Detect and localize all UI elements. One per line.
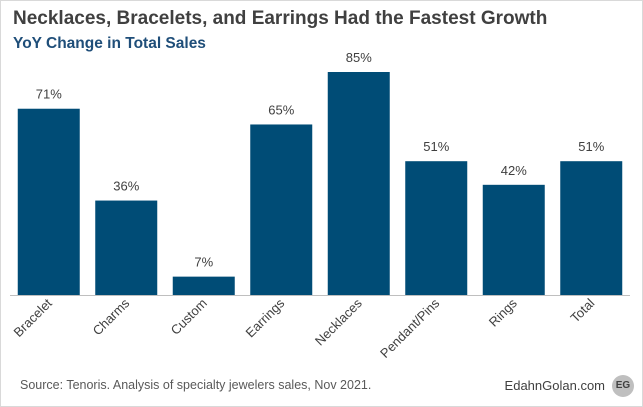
- data-label: 42%: [501, 163, 527, 178]
- bar-earrings: [250, 124, 313, 296]
- bar-total: [560, 161, 623, 295]
- brand-logo: EG: [612, 375, 634, 397]
- source-note: Source: Tenoris. Analysis of specialty j…: [20, 378, 372, 392]
- chart-title: Necklaces, Bracelets, and Earrings Had t…: [13, 8, 548, 29]
- data-label: 36%: [113, 179, 139, 194]
- data-label: 51%: [423, 139, 449, 154]
- data-label: 7%: [194, 255, 213, 270]
- data-label: 51%: [578, 139, 604, 154]
- x-tick-label: Bracelet: [11, 295, 56, 340]
- bar-bracelet: [17, 108, 80, 296]
- brand-link[interactable]: EdahnGolan.com: [504, 378, 605, 393]
- bar-charms: [95, 200, 158, 295]
- data-label: 71%: [36, 87, 62, 102]
- bar-pendant-pins: [405, 161, 468, 295]
- bar-rings: [482, 184, 545, 295]
- chart-subtitle: YoY Change in Total Sales: [13, 35, 206, 52]
- data-label: 65%: [268, 102, 294, 117]
- x-tick-label: Charms: [90, 295, 133, 338]
- x-tick-label: Rings: [486, 295, 520, 329]
- x-tick-label: Pendant/Pins: [377, 295, 443, 361]
- x-tick-label: Earrings: [243, 295, 288, 340]
- x-tick-label: Necklaces: [312, 295, 365, 348]
- x-tick-label: Custom: [168, 296, 210, 338]
- bar-necklaces: [327, 72, 390, 295]
- bar-custom: [172, 276, 235, 295]
- x-tick-label: Total: [567, 295, 597, 325]
- data-label: 85%: [346, 50, 372, 65]
